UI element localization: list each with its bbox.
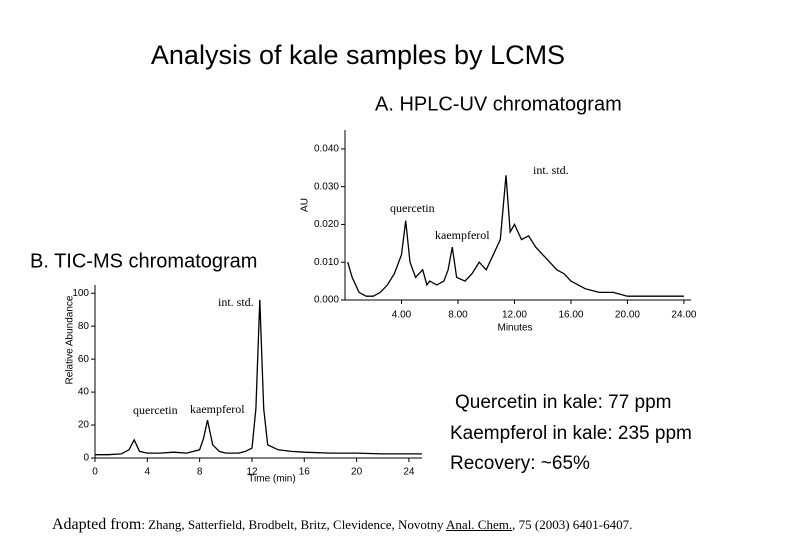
x-tick-label: 16 <box>299 467 311 478</box>
x-tick-label: 12 <box>246 467 258 478</box>
peak-label: quercetin <box>390 201 435 215</box>
y-tick-label: 0.020 <box>314 219 339 230</box>
y-axis-label: AU <box>300 198 311 212</box>
result-line: Quercetin in kale: 77 ppm <box>455 392 672 413</box>
result-line: Recovery: ~65% <box>450 453 590 474</box>
chart-title: B. TIC-MS chromatogram <box>30 250 257 272</box>
y-tick-label: 60 <box>78 354 90 365</box>
x-tick-label: 4.00 <box>392 310 412 321</box>
x-tick-label: 24.00 <box>671 310 696 321</box>
y-tick-label: 0.040 <box>314 144 339 155</box>
trace <box>347 175 684 297</box>
x-axis-label: Time (min) <box>248 474 295 485</box>
chart-title: A. HPLC-UV chromatogram <box>375 93 622 115</box>
y-tick-label: 80 <box>78 321 90 332</box>
citation-lead: Adapted from <box>52 516 142 533</box>
citation: Adapted from: Zhang, Satterfield, Brodbe… <box>52 516 632 534</box>
peak-label: int. std. <box>533 163 569 177</box>
y-tick-label: 100 <box>72 288 89 299</box>
x-tick-label: 24 <box>403 467 415 478</box>
x-tick-label: 20 <box>351 467 363 478</box>
citation-rest: , 75 (2003) 6401-6407. <box>512 517 633 532</box>
peak-label: kaempferol <box>190 402 245 416</box>
x-tick-label: 8.00 <box>448 310 468 321</box>
peak-label: quercetin <box>133 403 178 417</box>
citation-authors: : Zhang, Satterfield, Brodbelt, Britz, C… <box>141 517 447 532</box>
slide-title: Analysis of kale samples by LCMS <box>151 40 565 70</box>
x-axis-label: Minutes <box>497 323 532 334</box>
y-tick-label: 0.010 <box>314 257 339 268</box>
x-tick-label: 4 <box>145 467 151 478</box>
peak-label: kaempferol <box>435 228 490 242</box>
x-tick-label: 20.00 <box>615 310 640 321</box>
x-tick-label: 8 <box>197 467 203 478</box>
y-tick-label: 0 <box>83 453 89 464</box>
citation-journal: Anal. Chem. <box>446 517 513 532</box>
x-tick-label: 0 <box>92 467 98 478</box>
x-tick-label: 16.00 <box>558 310 583 321</box>
y-tick-label: 0.000 <box>314 295 339 306</box>
x-tick-label: 12.00 <box>502 310 527 321</box>
y-axis-label: Relative Abundance <box>65 295 76 384</box>
y-tick-label: 0.030 <box>314 181 339 192</box>
y-tick-label: 40 <box>78 387 90 398</box>
result-line: Kaempferol in kale: 235 ppm <box>450 423 692 444</box>
trace <box>95 299 422 456</box>
y-tick-label: 20 <box>78 420 90 431</box>
peak-label: int. std. <box>218 295 254 309</box>
